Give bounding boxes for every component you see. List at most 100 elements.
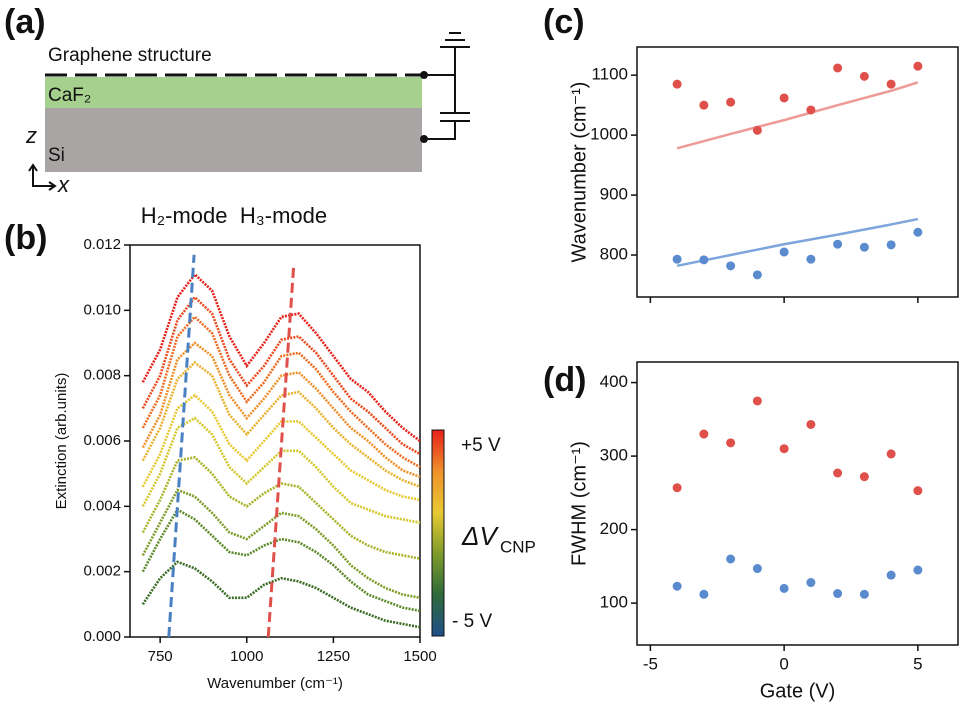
- diagram: (a) Graphene structure CaF₂ Si z x: [4, 3, 470, 197]
- point: [859, 589, 869, 599]
- point: [726, 438, 736, 448]
- y-axis-label: Wavenumber (cm⁻¹): [568, 82, 590, 263]
- panel-label: (a): [4, 3, 46, 41]
- colorbar-label: - 5 V: [452, 611, 492, 632]
- y-tick-label: 0.004: [83, 497, 121, 514]
- point: [833, 63, 843, 73]
- y-tick-label: 100: [600, 593, 628, 612]
- x-tick-label: 1000: [230, 648, 263, 665]
- mode-line: [266, 267, 296, 638]
- point: [806, 105, 816, 115]
- y-tick-label: 0.006: [83, 432, 121, 449]
- si-layer: [45, 108, 422, 172]
- x-axis-label: Gate (V): [760, 680, 836, 702]
- point: [779, 444, 789, 454]
- y-tick-label: 0.002: [83, 563, 121, 580]
- mode-label: H₂-mode: [141, 203, 228, 228]
- mode-label: H₃-mode: [240, 203, 327, 228]
- point: [913, 61, 923, 71]
- colorbar-title: ΔV: [461, 521, 499, 551]
- point: [806, 578, 816, 588]
- point: [779, 583, 789, 593]
- fit-line: [676, 81, 919, 150]
- point: [699, 255, 709, 265]
- point: [859, 242, 869, 252]
- y-tick-label: 0.010: [83, 301, 121, 318]
- panel-label: (b): [4, 219, 47, 257]
- colorbar: [431, 429, 445, 637]
- spectrum: [141, 341, 421, 479]
- circuit: [28, 32, 470, 191]
- point: [913, 486, 923, 496]
- spectrum: [141, 455, 421, 560]
- point: [913, 565, 923, 575]
- mode-line: [167, 254, 196, 638]
- y-tick-label: 900: [600, 185, 628, 204]
- point: [779, 247, 789, 257]
- layer-label: Si: [48, 145, 65, 166]
- point: [699, 100, 709, 110]
- y-tick-label: 200: [600, 519, 628, 538]
- point: [859, 472, 869, 482]
- point: [726, 554, 736, 564]
- fit-line: [676, 217, 919, 268]
- y-tick-label: 1100: [591, 65, 628, 84]
- point: [752, 270, 762, 280]
- spectrum: [141, 488, 421, 600]
- spectrum: [141, 315, 421, 469]
- spectrum: [141, 560, 421, 629]
- spectrum: [141, 360, 421, 488]
- point: [672, 581, 682, 591]
- point: [752, 125, 762, 135]
- point: [752, 564, 762, 574]
- x-axis-label: Wavenumber (cm⁻¹): [207, 675, 343, 692]
- point: [806, 419, 816, 429]
- point: [672, 254, 682, 264]
- y-tick-label: 0.012: [83, 236, 121, 253]
- y-tick-label: 0.008: [83, 367, 121, 384]
- x-tick-label: 750: [148, 648, 173, 665]
- point: [886, 449, 896, 459]
- y-axis-label: Extinction (arb.units): [53, 373, 70, 510]
- spectrum: [141, 393, 421, 502]
- point: [699, 589, 709, 599]
- point: [726, 97, 736, 107]
- axis-label: x: [57, 172, 70, 197]
- x-tick-label: 5: [913, 654, 922, 673]
- layer-label: CaF₂: [48, 85, 91, 106]
- point: [886, 570, 896, 580]
- point: [726, 261, 736, 271]
- colorbar-label: +5 V: [461, 435, 501, 456]
- y-tick-label: 0.000: [83, 628, 121, 645]
- spectrum: [141, 507, 421, 613]
- point: [752, 396, 762, 406]
- point: [806, 254, 816, 264]
- axes-frame: [636, 361, 959, 646]
- y-tick-label: 1000: [590, 125, 628, 144]
- point: [859, 71, 869, 81]
- y-tick-label: 400: [600, 372, 628, 391]
- point: [886, 240, 896, 250]
- x-tick-label: -5: [643, 654, 658, 673]
- y-tick-label: 300: [600, 446, 628, 465]
- panel-label: (c): [543, 3, 585, 41]
- spectrum: [141, 295, 421, 456]
- x-tick-label: 1500: [403, 648, 436, 665]
- caf2-layer: [45, 77, 422, 108]
- axes-frame: [636, 46, 959, 298]
- x-tick-label: 0: [779, 654, 788, 673]
- point: [833, 468, 843, 478]
- point: [886, 79, 896, 89]
- point: [833, 239, 843, 249]
- point: [833, 589, 843, 599]
- point: [672, 79, 682, 89]
- y-axis-label: FWHM (cm⁻¹): [568, 441, 590, 566]
- point: [699, 429, 709, 439]
- point: [672, 483, 682, 493]
- graphene-label: Graphene structure: [48, 45, 212, 66]
- point: [913, 227, 923, 237]
- panel-label: (d): [543, 361, 586, 399]
- point: [779, 93, 789, 103]
